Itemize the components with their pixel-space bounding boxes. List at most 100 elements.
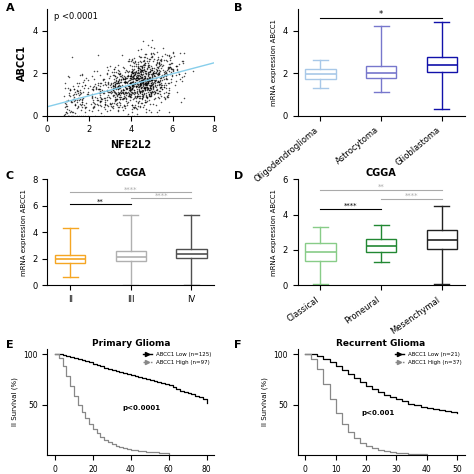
Point — [142, 82, 150, 89]
Point — [83, 90, 91, 98]
Point — [106, 88, 113, 96]
Point — [113, 95, 121, 102]
Y-axis label: II Survival (%): II Survival (%) — [261, 378, 268, 427]
Point — [137, 81, 144, 88]
Point — [146, 69, 154, 76]
Point — [97, 101, 104, 109]
Point — [151, 88, 159, 96]
Point — [140, 84, 147, 91]
Point — [152, 70, 160, 77]
Point — [66, 86, 74, 94]
Point — [79, 79, 87, 86]
Point — [138, 66, 146, 74]
Point — [164, 64, 171, 72]
Point — [136, 74, 144, 82]
Point — [161, 56, 168, 64]
Point — [141, 79, 149, 87]
Point — [124, 86, 131, 93]
Point — [128, 105, 136, 113]
Point — [155, 60, 163, 68]
Point — [109, 102, 117, 109]
Point — [162, 70, 169, 77]
Point — [138, 86, 146, 94]
Point — [133, 89, 140, 96]
Point — [155, 81, 163, 88]
Point — [141, 101, 148, 109]
Point — [119, 86, 127, 94]
Point — [111, 73, 119, 80]
Point — [109, 99, 116, 107]
Point — [149, 83, 157, 91]
Point — [123, 78, 131, 85]
Point — [133, 110, 141, 118]
Point — [146, 84, 154, 92]
Point — [165, 61, 173, 68]
Point — [111, 79, 119, 86]
Point — [138, 92, 146, 100]
Point — [176, 70, 183, 77]
Point — [128, 101, 136, 109]
Point — [94, 101, 102, 109]
Point — [152, 77, 159, 85]
Point — [174, 68, 182, 76]
Point — [158, 86, 166, 93]
Point — [137, 81, 144, 88]
Point — [82, 103, 90, 110]
Text: p <0.0001: p <0.0001 — [54, 11, 98, 20]
Point — [134, 68, 141, 75]
Point — [92, 84, 100, 91]
Point — [144, 79, 152, 86]
Point — [116, 84, 123, 91]
Point — [145, 62, 152, 70]
Point — [120, 94, 128, 101]
Point — [142, 83, 149, 91]
Point — [73, 86, 81, 94]
Point — [138, 87, 146, 95]
Point — [79, 71, 86, 79]
Point — [167, 78, 175, 86]
PathPatch shape — [366, 66, 396, 78]
Point — [111, 83, 119, 91]
Point — [135, 66, 142, 74]
Point — [148, 36, 155, 43]
Point — [153, 109, 161, 116]
Point — [143, 70, 150, 78]
Point — [99, 75, 107, 82]
Point — [69, 109, 77, 116]
Point — [124, 110, 132, 118]
Point — [127, 73, 135, 80]
Point — [113, 95, 121, 103]
Point — [159, 62, 166, 69]
Point — [151, 76, 159, 84]
Point — [76, 95, 84, 103]
Point — [134, 64, 141, 72]
Point — [106, 107, 113, 114]
Point — [137, 88, 144, 95]
Point — [140, 82, 147, 89]
Point — [61, 103, 69, 111]
Point — [104, 66, 112, 74]
Point — [108, 68, 115, 76]
Point — [133, 74, 141, 82]
Point — [157, 56, 165, 64]
Point — [69, 82, 77, 90]
Point — [111, 63, 119, 71]
Point — [84, 112, 92, 119]
Point — [124, 82, 132, 89]
Point — [63, 103, 71, 110]
Point — [137, 72, 144, 79]
Point — [158, 52, 166, 60]
Point — [142, 81, 149, 89]
Point — [142, 105, 150, 112]
Point — [127, 86, 134, 93]
Point — [111, 96, 118, 103]
Point — [81, 82, 89, 89]
Point — [88, 90, 95, 98]
Point — [141, 60, 149, 67]
Point — [165, 52, 173, 59]
Point — [126, 96, 134, 103]
Point — [101, 78, 109, 85]
Point — [115, 93, 122, 100]
Point — [137, 103, 144, 110]
Point — [137, 77, 145, 85]
